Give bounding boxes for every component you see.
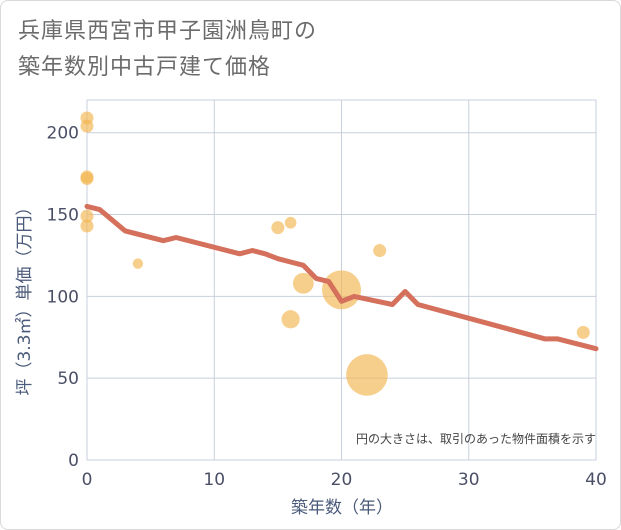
- data-point: [281, 310, 300, 329]
- data-points: [80, 111, 590, 396]
- data-point: [80, 172, 94, 186]
- x-tick-label: 10: [203, 470, 225, 490]
- x-tick-label: 20: [331, 470, 353, 490]
- data-point: [132, 258, 144, 269]
- data-point: [80, 219, 94, 233]
- trend-line: [84, 203, 599, 352]
- title-line-1: 兵庫県西宮市甲子園洲鳥町の: [18, 19, 318, 44]
- data-point: [80, 119, 94, 133]
- y-tick-label: 200: [47, 124, 79, 144]
- trend-line-group: [84, 203, 599, 352]
- y-tick-label: 150: [47, 206, 79, 226]
- data-point: [80, 209, 94, 223]
- chart-title: 兵庫県西宮市甲子園洲鳥町の 築年数別中古戸建て価格: [18, 14, 317, 86]
- grid-lines: [86, 99, 597, 461]
- x-axis-ticks: 0 10 20 30 40: [82, 470, 607, 490]
- y-tick-label: 50: [57, 369, 79, 389]
- size-note: 円の大きさは、取引のあった物件面積を示す: [356, 431, 596, 446]
- data-point: [373, 244, 387, 258]
- y-axis-label: 坪（3.3㎡）単価（万円）: [15, 198, 35, 395]
- data-point: [284, 216, 297, 229]
- data-point: [346, 354, 388, 396]
- x-tick-label: 30: [458, 470, 480, 490]
- data-point: [576, 325, 590, 339]
- title-line-2: 築年数別中古戸建て価格: [18, 55, 272, 80]
- x-axis-label: 築年数（年）: [291, 498, 393, 518]
- y-tick-label: 100: [47, 287, 79, 307]
- y-axis-ticks: 0 50 100 150 200: [47, 124, 79, 471]
- x-tick-label: 0: [82, 470, 93, 490]
- y-tick-label: 0: [68, 451, 79, 471]
- data-point: [292, 272, 314, 294]
- data-point: [271, 221, 285, 235]
- x-tick-label: 40: [585, 470, 607, 490]
